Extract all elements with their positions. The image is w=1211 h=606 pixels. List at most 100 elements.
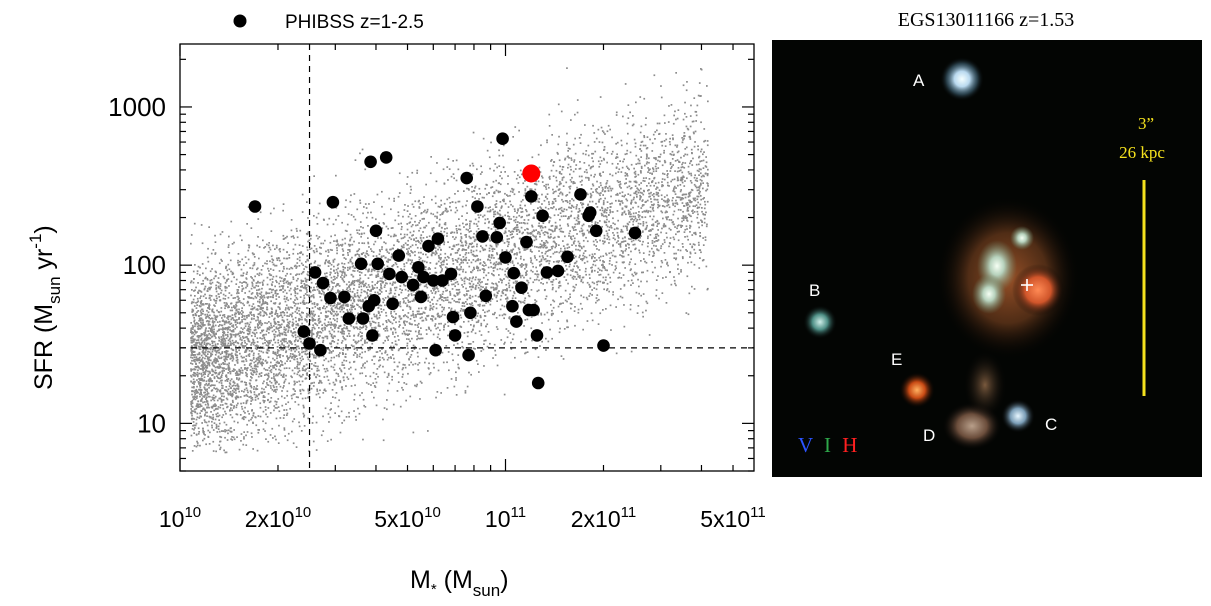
- background-point: [428, 235, 431, 238]
- background-point: [706, 174, 709, 177]
- background-point: [285, 328, 287, 331]
- background-point: [246, 375, 248, 378]
- background-point: [190, 434, 193, 437]
- background-point: [366, 312, 369, 315]
- background-point: [275, 438, 277, 441]
- background-point: [702, 159, 705, 162]
- background-point: [582, 234, 584, 237]
- background-point: [306, 316, 308, 318]
- background-point: [362, 212, 364, 215]
- background-point: [265, 344, 268, 347]
- background-point: [589, 292, 592, 295]
- background-point: [306, 284, 308, 286]
- background-point: [360, 285, 363, 288]
- background-point: [207, 324, 210, 326]
- background-point: [591, 221, 593, 223]
- background-point: [360, 310, 362, 313]
- background-point: [232, 370, 235, 372]
- background-point: [555, 179, 558, 182]
- background-point: [569, 148, 571, 150]
- background-point: [278, 270, 281, 272]
- background-point: [615, 241, 618, 244]
- background-point: [194, 360, 196, 363]
- background-point: [455, 379, 457, 381]
- background-point: [488, 234, 490, 236]
- background-point: [555, 190, 557, 193]
- background-point: [588, 230, 590, 233]
- background-point: [265, 330, 268, 332]
- background-point: [279, 417, 282, 419]
- background-point: [649, 195, 651, 198]
- background-point: [470, 288, 473, 291]
- background-point: [443, 328, 445, 331]
- background-point: [637, 158, 640, 161]
- background-point: [701, 210, 703, 213]
- background-point: [519, 204, 522, 207]
- background-point: [334, 313, 337, 315]
- background-point: [193, 329, 196, 332]
- background-point: [226, 363, 228, 366]
- background-point: [476, 225, 479, 227]
- background-point: [318, 379, 321, 382]
- background-point: [197, 282, 199, 284]
- background-point: [281, 343, 283, 346]
- background-point: [326, 440, 329, 442]
- background-point: [267, 297, 269, 299]
- background-point: [223, 363, 225, 365]
- background-point: [275, 309, 278, 312]
- background-point: [194, 398, 197, 401]
- background-point: [279, 354, 282, 356]
- background-point: [291, 307, 294, 309]
- background-point: [407, 301, 410, 303]
- background-point: [439, 244, 441, 246]
- background-point: [639, 131, 642, 134]
- background-point: [343, 271, 346, 274]
- background-point: [433, 366, 435, 369]
- background-point: [270, 274, 273, 277]
- background-point: [222, 341, 225, 343]
- background-point: [195, 405, 198, 408]
- background-point: [203, 364, 205, 366]
- background-point: [316, 324, 319, 327]
- background-point: [637, 173, 640, 176]
- background-point: [248, 419, 250, 422]
- background-point: [291, 420, 294, 423]
- background-point: [696, 216, 699, 219]
- background-point: [311, 382, 314, 384]
- background-point: [561, 192, 564, 195]
- background-point: [382, 276, 384, 278]
- background-point: [630, 218, 632, 221]
- background-point: [244, 318, 247, 321]
- background-point: [647, 211, 649, 214]
- background-point: [282, 311, 284, 313]
- background-point: [220, 347, 222, 349]
- background-point: [243, 381, 246, 384]
- background-point: [522, 199, 524, 201]
- background-point: [320, 380, 322, 382]
- background-point: [455, 288, 458, 291]
- background-point: [249, 311, 251, 314]
- background-point: [299, 383, 302, 386]
- background-point: [266, 378, 269, 381]
- background-point: [335, 372, 338, 375]
- background-point: [224, 281, 227, 284]
- background-point: [250, 391, 252, 394]
- background-point: [316, 367, 319, 370]
- background-point: [360, 271, 363, 274]
- background-point: [628, 213, 630, 215]
- background-point: [205, 382, 208, 385]
- background-point: [223, 395, 225, 398]
- background-point: [468, 225, 471, 227]
- background-point: [516, 253, 518, 256]
- background-point: [698, 170, 700, 173]
- background-point: [315, 248, 318, 250]
- background-point: [253, 388, 255, 390]
- background-point: [592, 191, 594, 193]
- background-point: [501, 279, 503, 282]
- background-point: [246, 389, 249, 392]
- background-point: [220, 307, 223, 309]
- background-point: [262, 284, 264, 286]
- background-point: [663, 205, 666, 208]
- background-point: [513, 193, 516, 196]
- background-point: [337, 243, 339, 245]
